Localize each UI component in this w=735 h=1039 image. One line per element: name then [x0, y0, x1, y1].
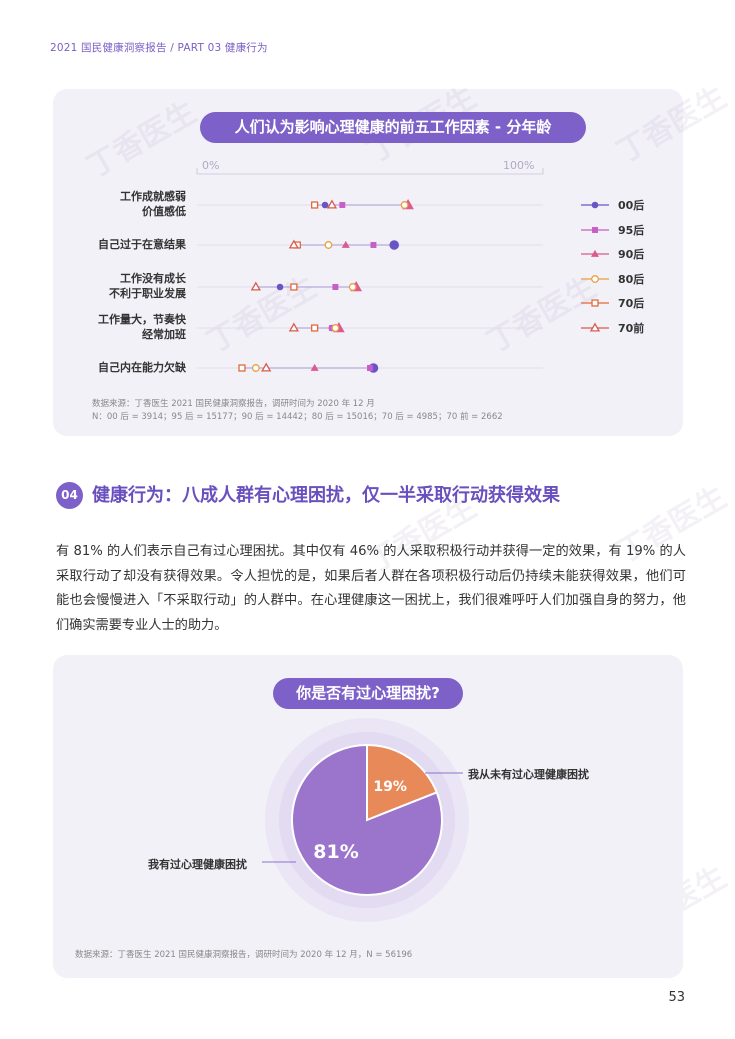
data-point-80后 — [400, 201, 409, 209]
section-body-text: 有 81% 的人们表示自己有过心理困扰。其中仅有 46% 的人采取积极行动并获得… — [56, 544, 686, 633]
section-badge: 04 — [56, 482, 83, 509]
data-point-70前 — [326, 199, 338, 209]
legend-label: 70前 — [618, 321, 645, 335]
source-line: 数据来源：丁香医生 2021 国民健康洞察报告，调研时间为 2020 年 12 … — [92, 399, 375, 409]
data-point-80后 — [324, 241, 333, 249]
legend-label: 70后 — [618, 297, 645, 311]
category-label-line: 工作没有成长 — [120, 272, 186, 285]
legend-marker-shape — [592, 226, 598, 233]
category-label-line: 自己过于在意结果 — [98, 237, 186, 251]
chart-legend: 00后 95后 90后 80后 70后 70前 — [580, 193, 644, 340]
data-point-70前 — [261, 362, 272, 372]
data-point-95后 — [367, 365, 373, 371]
legend-item: 70前 — [580, 316, 644, 341]
chart-title: 人们认为影响心理健康的前五工作因素 - 分年龄 — [200, 112, 586, 143]
dot-plot-chart: 0% 100% — [196, 159, 544, 373]
category-label-line: 价值感低 — [142, 205, 186, 218]
category-label-line: 自己内在能力欠缺 — [98, 360, 186, 374]
page-header: 2021 国民健康洞察报告 / PART 03 健康行为 — [50, 42, 268, 54]
legend-item: 90后 — [580, 242, 644, 267]
data-point-95后 — [339, 202, 346, 208]
legend-label: 00后 — [618, 199, 645, 213]
data-point-90后 — [310, 363, 319, 371]
legend-label: 90后 — [618, 248, 645, 262]
legend-marker — [581, 274, 609, 283]
legend-item: 00后 — [580, 193, 644, 218]
pie-chart-title: 你是否有过心理困扰? — [273, 678, 463, 709]
category-label-line: 工作量大，节奏快 — [98, 313, 186, 326]
category-label: 工作量大，节奏快经常加班 — [56, 312, 186, 342]
data-point-95后 — [370, 242, 377, 248]
pie-slice-value-label: 19% — [373, 779, 407, 795]
category-label: 自己过于在意结果 — [56, 237, 186, 252]
legend-marker-shape — [590, 250, 600, 258]
pie-label-had: 我有过心理健康困扰 — [148, 858, 247, 871]
data-point-70前 — [288, 322, 300, 332]
data-point-70前 — [250, 281, 261, 291]
data-point-00后 — [321, 201, 329, 209]
data-point-70后 — [311, 324, 319, 332]
pie-label-never: 我从未有过心理健康困扰 — [468, 768, 589, 781]
data-point-95后 — [332, 284, 339, 290]
chart-source: 数据来源：丁香医生 2021 国民健康洞察报告，调研时间为 2020 年 12 … — [92, 398, 503, 424]
category-label: 工作没有成长不利于职业发展 — [56, 271, 186, 301]
category-label: 自己内在能力欠缺 — [56, 360, 186, 375]
chart-panel-age-factors — [53, 89, 683, 436]
data-point-70后 — [238, 364, 246, 372]
legend-item: 95后 — [580, 218, 644, 243]
pie-slice-value-label: 81% — [313, 841, 358, 863]
data-point-70后 — [311, 201, 319, 209]
data-point-00后 — [276, 283, 284, 291]
data-point-70后 — [290, 283, 298, 291]
legend-marker — [581, 201, 609, 209]
data-point-70前 — [288, 239, 300, 249]
legend-marker — [581, 226, 609, 233]
legend-marker-shape — [591, 274, 599, 283]
legend-marker — [581, 250, 609, 258]
legend-label: 80后 — [618, 272, 645, 286]
category-label-line: 不利于职业发展 — [109, 287, 186, 300]
data-point-80后 — [331, 324, 340, 332]
axis-tick-label-end: 100% — [503, 159, 534, 172]
pie-chart-source: 数据来源：丁香医生 2021 国民健康洞察报告，调研时间为 2020 年 12 … — [75, 950, 413, 960]
legend-label: 95后 — [618, 223, 645, 237]
legend-marker-shape — [591, 201, 599, 209]
legend-marker — [581, 299, 609, 307]
section-title: 健康行为：八成人群有心理困扰，仅一半采取行动获得效果 — [92, 485, 560, 506]
legend-marker-shape — [591, 299, 599, 307]
legend-item: 80后 — [580, 267, 644, 292]
category-label: 工作成就感弱价值感低 — [56, 189, 186, 219]
pie-slice — [291, 743, 443, 896]
legend-marker — [581, 322, 609, 332]
legend-marker-shape — [589, 322, 601, 332]
data-point-90后 — [341, 240, 350, 248]
axis-tick-label-start: 0% — [202, 159, 219, 172]
data-point-00后 — [389, 240, 400, 250]
category-label-line: 经常加班 — [142, 328, 186, 341]
data-point-80后 — [251, 364, 260, 372]
legend-item: 70后 — [580, 291, 644, 316]
sample-size-line: N：00 后 = 3914；95 后 = 15177；90 后 = 14442；… — [92, 412, 503, 422]
page-number: 53 — [668, 990, 685, 1005]
data-point-80后 — [348, 283, 357, 291]
pie-slice — [366, 743, 439, 822]
category-label-line: 工作成就感弱 — [120, 190, 186, 203]
